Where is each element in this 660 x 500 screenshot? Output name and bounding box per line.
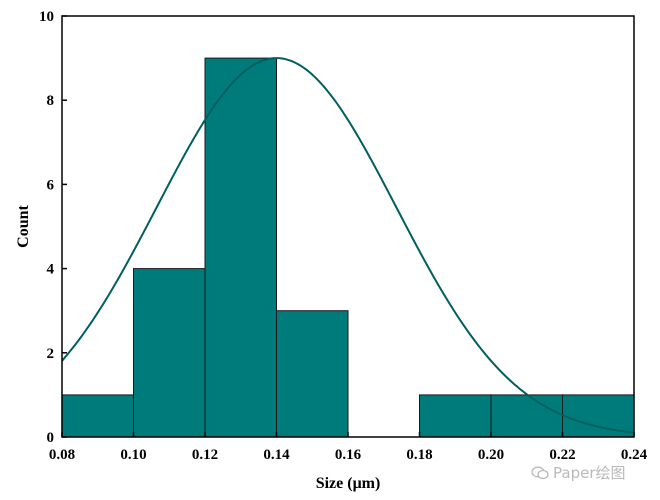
- histogram-bar: [61, 394, 134, 438]
- y-tick-label: 0: [47, 430, 55, 446]
- histogram-bar: [276, 310, 349, 438]
- histogram-bar: [490, 394, 563, 438]
- y-axis-ticks: 0 2 4 6 8 10: [39, 9, 67, 446]
- x-tick-label: 0.20: [478, 447, 504, 463]
- histogram-bars: [61, 57, 635, 438]
- y-tick-label: 6: [47, 177, 55, 193]
- x-tick-label: 0.16: [335, 447, 362, 463]
- x-axis-ticks: 0.08 0.10 0.12 0.14 0.16 0.18 0.20 0.22 0.24: [49, 432, 648, 463]
- y-tick-label: 10: [39, 9, 54, 25]
- x-tick-label: 0.14: [263, 447, 290, 463]
- watermark-text: Paper绘图: [553, 464, 626, 482]
- watermark: Paper绘图: [531, 462, 625, 483]
- wechat-icon: [531, 466, 549, 479]
- x-tick-label: 0.08: [49, 447, 75, 463]
- histogram-bar: [562, 394, 635, 438]
- y-axis-title: Count: [15, 204, 32, 247]
- x-tick-label: 0.22: [549, 447, 575, 463]
- x-axis-title: Size (μm): [316, 475, 381, 492]
- y-tick-label: 2: [47, 346, 55, 362]
- y-tick-label: 4: [47, 262, 55, 278]
- x-tick-label: 0.12: [192, 447, 218, 463]
- x-tick-label: 0.18: [406, 447, 432, 463]
- x-tick-label: 0.24: [621, 447, 648, 463]
- x-tick-label: 0.10: [120, 447, 146, 463]
- histogram-bar: [133, 268, 206, 438]
- histogram-bar: [419, 394, 492, 438]
- gaussian-fit-curve: [61, 57, 635, 434]
- histogram-bar: [204, 57, 277, 438]
- y-tick-label: 8: [47, 93, 55, 109]
